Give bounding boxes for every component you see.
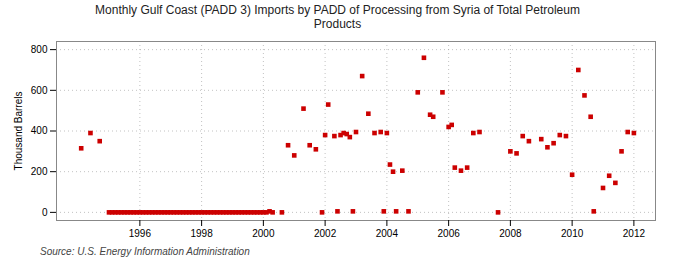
html-text:Source: U.S. Energy Informatio: Source: U.S. Energy Information Administ… xyxy=(40,246,250,257)
svg-text:800: 800 xyxy=(31,44,48,55)
svg-text:200: 200 xyxy=(31,166,48,177)
svg-text:1996: 1996 xyxy=(129,228,152,239)
svg-text:Thousand Barrels: Thousand Barrels xyxy=(13,92,24,171)
svg-text:2002: 2002 xyxy=(314,228,337,239)
svg-text:2008: 2008 xyxy=(499,228,522,239)
svg-text:2012: 2012 xyxy=(623,228,646,239)
svg-text:2004: 2004 xyxy=(376,228,399,239)
svg-text:2006: 2006 xyxy=(438,228,461,239)
html-text:Monthly Gulf Coast (PADD 3) Im: Monthly Gulf Coast (PADD 3) Imports by P… xyxy=(95,3,580,17)
svg-text:1998: 1998 xyxy=(190,228,213,239)
svg-text:0: 0 xyxy=(42,207,48,218)
svg-text:400: 400 xyxy=(31,125,48,136)
svg-text:2000: 2000 xyxy=(252,228,275,239)
html-text:Products: Products xyxy=(313,17,362,31)
svg-text:2010: 2010 xyxy=(561,228,584,239)
svg-text:600: 600 xyxy=(31,85,48,96)
